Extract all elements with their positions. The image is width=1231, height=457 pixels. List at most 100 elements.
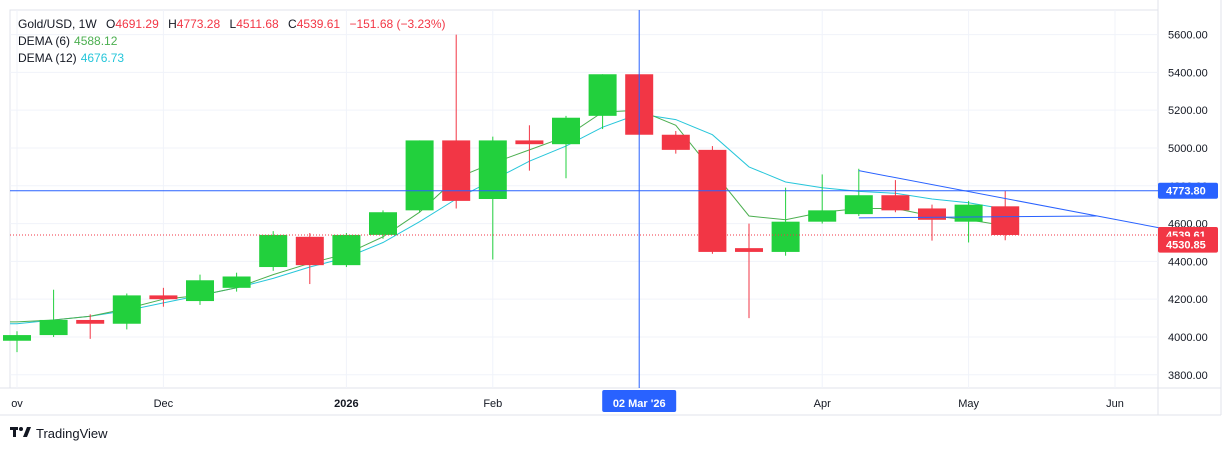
- candle-body: [661, 134, 690, 150]
- candle-body: [588, 74, 617, 116]
- tradingview-brand[interactable]: TradingView: [10, 426, 108, 441]
- candle-body: [515, 140, 544, 145]
- x-tick-label: Feb: [483, 398, 502, 410]
- y-tick-label: 5200.00: [1168, 105, 1208, 117]
- candle[interactable]: [478, 136, 507, 260]
- candle[interactable]: [881, 180, 910, 213]
- candle[interactable]: [991, 190, 1020, 241]
- candle-body: [369, 212, 397, 235]
- open-label: O: [106, 17, 116, 31]
- tradingview-logo-icon: [10, 426, 32, 441]
- y-tick-label: 4200.00: [1168, 294, 1208, 306]
- dema6-row[interactable]: DEMA (6) 4588.12: [18, 33, 446, 50]
- candle-body: [552, 117, 580, 145]
- y-axis: 3800.004000.004200.004400.004600.004800.…: [1168, 30, 1208, 382]
- trendline: [858, 170, 1207, 238]
- candle[interactable]: [149, 287, 178, 307]
- high-value: 4773.28: [176, 17, 221, 31]
- candle-body: [954, 204, 983, 222]
- x-tick-label: 2026: [334, 398, 358, 410]
- candle-body: [149, 295, 178, 300]
- horizontal-line-tag: [1158, 182, 1218, 199]
- candle[interactable]: [588, 74, 617, 130]
- y-tick-label: 4400.00: [1168, 256, 1208, 268]
- symbol-title[interactable]: Gold/USD, 1W: [18, 17, 97, 31]
- trendline: [858, 215, 1097, 219]
- candle-body: [478, 140, 507, 199]
- candle[interactable]: [222, 272, 251, 292]
- candle[interactable]: [735, 223, 763, 319]
- dema12-line: [9, 113, 1006, 325]
- dema6-line: [9, 109, 1006, 323]
- candle[interactable]: [552, 115, 580, 179]
- crosshair-date-tag: [602, 390, 677, 412]
- candle[interactable]: [76, 314, 105, 339]
- x-tick-label: ov: [11, 398, 23, 410]
- candle[interactable]: [405, 140, 434, 213]
- candle-body: [259, 234, 288, 268]
- dema12-label: DEMA (12): [18, 51, 77, 65]
- plot-area[interactable]: [3, 34, 1207, 353]
- candle[interactable]: [112, 293, 141, 330]
- candle-body: [918, 208, 946, 220]
- candle[interactable]: [39, 289, 68, 337]
- high-label: H: [168, 17, 177, 31]
- change-value: −151.68 (−3.23%): [349, 17, 446, 31]
- candle[interactable]: [186, 274, 214, 305]
- candle-body: [112, 295, 141, 324]
- x-tick-label: Dec: [154, 398, 174, 410]
- candle[interactable]: [698, 146, 727, 254]
- candle[interactable]: [771, 187, 800, 256]
- candle[interactable]: [332, 233, 361, 268]
- low-label: L: [229, 17, 237, 31]
- y-tick-label: 5400.00: [1168, 67, 1208, 79]
- y-tick-label: 5600.00: [1168, 30, 1208, 42]
- dema6-value: 4588.12: [74, 34, 118, 48]
- brand-name: TradingView: [36, 426, 108, 441]
- candle[interactable]: [954, 200, 983, 243]
- candle-body: [332, 234, 361, 266]
- candle[interactable]: [3, 331, 31, 353]
- candle-body: [881, 195, 910, 211]
- candle[interactable]: [442, 34, 471, 209]
- open-value: 4691.29: [115, 17, 159, 31]
- candle-body: [771, 221, 800, 252]
- candle[interactable]: [808, 174, 837, 224]
- y-tick-label: 3800.00: [1168, 370, 1208, 382]
- candle[interactable]: [295, 233, 324, 285]
- dema6-label: DEMA (6): [18, 34, 71, 48]
- ohlc-row: Gold/USD, 1W O4691.29 H4773.28 L4511.68 …: [18, 16, 446, 33]
- candle-body: [76, 319, 105, 324]
- y-tick-label: 5000.00: [1168, 143, 1208, 155]
- candle-body: [698, 149, 727, 252]
- candle[interactable]: [844, 168, 873, 217]
- x-tick-label: Jun: [1106, 398, 1124, 410]
- dema-price-label: 4530.85: [1166, 240, 1206, 252]
- low-value: 4511.68: [236, 17, 279, 31]
- candle[interactable]: [259, 231, 288, 271]
- candle-body: [991, 206, 1020, 235]
- dema-price-tag: [1158, 236, 1218, 253]
- candle-body: [808, 210, 837, 222]
- grid-lines: [0, 0, 1222, 416]
- close-label: C: [288, 17, 297, 31]
- candle-body: [295, 236, 324, 266]
- x-tick-label: May: [958, 398, 979, 410]
- candle[interactable]: [661, 130, 690, 154]
- candle-body: [844, 195, 873, 215]
- candle-body: [39, 319, 68, 336]
- candle-body: [405, 140, 434, 211]
- x-tick-label: Apr: [814, 398, 831, 410]
- candle-body: [442, 140, 471, 201]
- horizontal-line-label: 4773.80: [1166, 186, 1206, 198]
- candle[interactable]: [515, 125, 544, 171]
- x-axis: ov Dec 2026 Feb Apr May Jun: [11, 398, 1124, 410]
- candle[interactable]: [369, 210, 397, 239]
- chart-legend: Gold/USD, 1W O4691.29 H4773.28 L4511.68 …: [18, 16, 446, 67]
- close-value: 4539.61: [296, 17, 341, 31]
- dema12-row[interactable]: DEMA (12) 4676.73: [18, 50, 446, 67]
- crosshair-date-label: 02 Mar '26: [613, 398, 666, 410]
